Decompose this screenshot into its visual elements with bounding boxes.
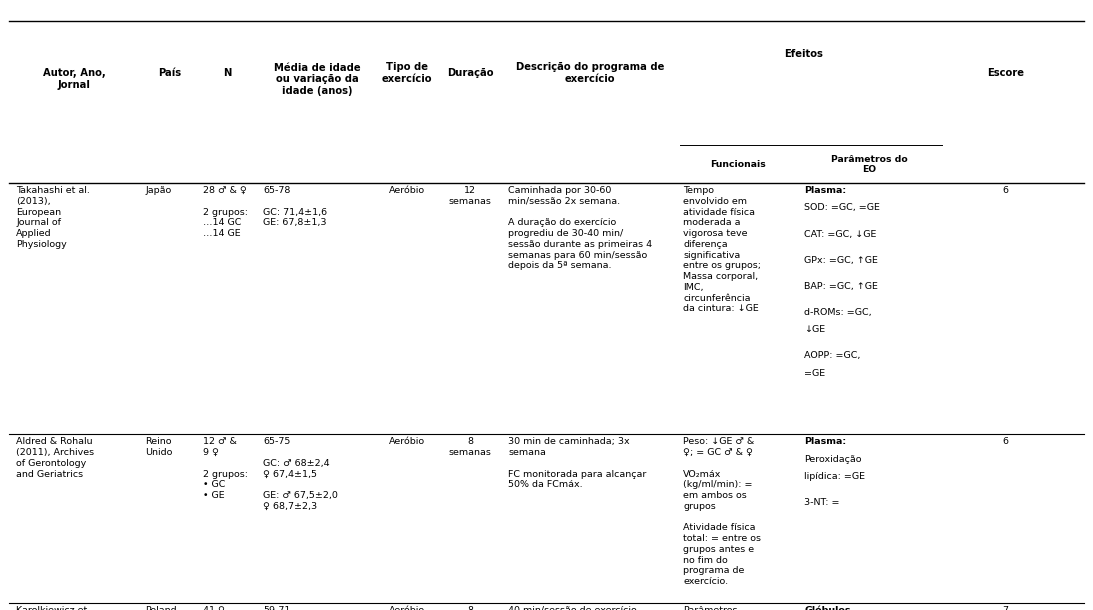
Text: 65-78

GC: 71,4±1,6
GE: 67,8±1,3: 65-78 GC: 71,4±1,6 GE: 67,8±1,3 <box>263 186 328 228</box>
Text: Tipo de
exercício: Tipo de exercício <box>381 62 432 84</box>
Text: Duração: Duração <box>447 68 493 78</box>
Text: Tempo
envolvido em
atividade física
moderada a
vigorosa teve
diferença
significa: Tempo envolvido em atividade física mode… <box>683 186 761 314</box>
Text: ↓GE: ↓GE <box>804 325 825 334</box>
Text: Glóbulos: Glóbulos <box>804 606 851 610</box>
Text: Autor, Ano,
Jornal: Autor, Ano, Jornal <box>43 68 106 90</box>
Text: Média de idade
ou variação da
idade (anos): Média de idade ou variação da idade (ano… <box>273 63 361 96</box>
Text: Plasma:: Plasma: <box>804 437 847 447</box>
Text: 12 ♂ &
9 ♀

2 grupos:
• GC
• GE: 12 ♂ & 9 ♀ 2 grupos: • GC • GE <box>203 437 248 500</box>
Text: 41 ♀: 41 ♀ <box>203 606 225 610</box>
Text: 3-NT: =: 3-NT: = <box>804 498 839 508</box>
Text: Japão: Japão <box>145 186 172 195</box>
Text: Poland: Poland <box>145 606 177 610</box>
Text: GPx: =GC, ↑GE: GPx: =GC, ↑GE <box>804 256 879 265</box>
Text: Funcionais: Funcionais <box>709 160 766 169</box>
Text: lipídica: =GE: lipídica: =GE <box>804 472 866 481</box>
Text: N: N <box>223 68 232 78</box>
Text: =GE: =GE <box>804 368 825 378</box>
Text: Caminhada por 30-60
min/sessão 2x semana.

A duração do exercício
progrediu de 3: Caminhada por 30-60 min/sessão 2x semana… <box>508 186 653 270</box>
Text: Peso: ↓GE ♂ &
♀; = GC ♂ & ♀

VO₂máx
(kg/ml/min): =
em ambos os
grupos

Atividade: Peso: ↓GE ♂ & ♀; = GC ♂ & ♀ VO₂máx (kg/m… <box>683 437 761 586</box>
Text: 7: 7 <box>1002 606 1009 610</box>
Text: Parâmetros
antropométricos
: =

VO₂máx: ↑: Parâmetros antropométricos : = VO₂máx: ↑ <box>683 606 762 610</box>
Text: Descrição do programa de
exercício: Descrição do programa de exercício <box>516 62 665 84</box>
Text: 28 ♂ & ♀

2 grupos:
…14 GC
…14 GE: 28 ♂ & ♀ 2 grupos: …14 GC …14 GE <box>203 186 248 238</box>
Text: 6: 6 <box>1002 437 1009 447</box>
Text: Plasma:: Plasma: <box>804 186 847 195</box>
Text: BAP: =GC, ↑GE: BAP: =GC, ↑GE <box>804 282 879 291</box>
Text: d-ROMs: =GC,: d-ROMs: =GC, <box>804 307 872 317</box>
Text: SOD: =GC, =GE: SOD: =GC, =GE <box>804 204 880 212</box>
Text: Aldred & Rohalu
(2011), Archives
of Gerontology
and Geriatrics: Aldred & Rohalu (2011), Archives of Gero… <box>16 437 94 479</box>
Text: Escore: Escore <box>987 68 1024 78</box>
Text: Peroxidação: Peroxidação <box>804 455 862 464</box>
Text: 8
semanas: 8 semanas <box>448 437 492 457</box>
Text: Aeróbio: Aeróbio <box>388 437 425 447</box>
Text: AOPP: =GC,: AOPP: =GC, <box>804 351 861 361</box>
Text: Reino
Unido: Reino Unido <box>145 437 173 457</box>
Text: País: País <box>157 68 181 78</box>
Text: 6: 6 <box>1002 186 1009 195</box>
Text: 59-71

64,0±5,6: 59-71 64,0±5,6 <box>263 606 307 610</box>
Text: 40 min/sessão de exercício
físico no ciclo ergômetro.

3x semana, 30 min com a
c: 40 min/sessão de exercício físico no cic… <box>508 606 648 610</box>
Text: Efeitos: Efeitos <box>784 49 823 59</box>
Text: Takahashi et al.
(2013),
European
Journal of
Applied
Physiology: Takahashi et al. (2013), European Journa… <box>16 186 91 249</box>
Text: 30 min de caminhada; 3x
semana

FC monitorada para alcançar
50% da FCmáx.: 30 min de caminhada; 3x semana FC monito… <box>508 437 647 489</box>
Text: 8
semanas: 8 semanas <box>448 606 492 610</box>
Text: CAT: =GC, ↓GE: CAT: =GC, ↓GE <box>804 229 877 239</box>
Text: 65-75

GC: ♂ 68±2,4
♀ 67,4±1,5

GE: ♂ 67,5±2,0
♀ 68,7±2,3: 65-75 GC: ♂ 68±2,4 ♀ 67,4±1,5 GE: ♂ 67,5… <box>263 437 339 511</box>
Text: Karolkiewicz et
al. (2009),
Archives of
Gerontology and
Geriatrics: Karolkiewicz et al. (2009), Archives of … <box>16 606 95 610</box>
Text: 12
semanas: 12 semanas <box>448 186 492 206</box>
Text: Parâmetros do
EO: Parâmetros do EO <box>831 155 907 174</box>
Text: Aeróbio: Aeróbio <box>388 186 425 195</box>
Text: Aeróbio: Aeróbio <box>388 606 425 610</box>
